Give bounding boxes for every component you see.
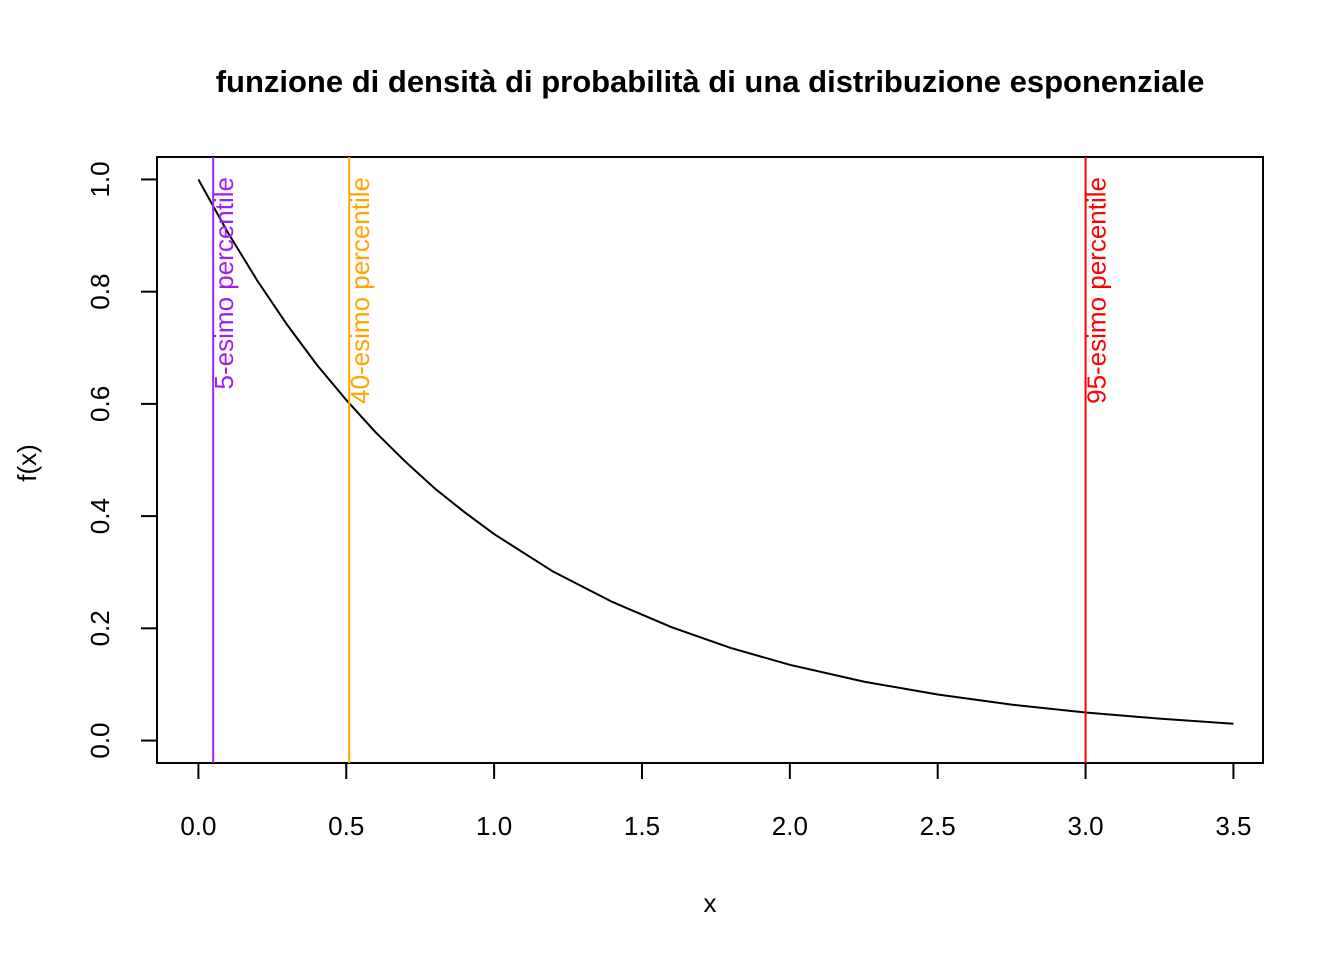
x-axis-label: x xyxy=(704,888,717,918)
x-tick-label: 1.0 xyxy=(476,811,512,841)
x-tick-label: 0.5 xyxy=(328,811,364,841)
x-tick-label: 3.5 xyxy=(1215,811,1251,841)
y-tick-label: 0.8 xyxy=(85,274,115,310)
plot-layer: 0.0 0.5 1.0 1.5 2.0 2.5 3.0 3.5 0.0 0.2 0.4 0.6 0.8 1… xyxy=(85,157,1252,841)
percentile-label: 5-esimo percentile xyxy=(209,177,239,389)
y-tick-label: 0.4 xyxy=(85,498,115,534)
x-tick-label: 1.5 xyxy=(624,811,660,841)
x-tick-label: 2.0 xyxy=(772,811,808,841)
x-tick-label: 0.0 xyxy=(180,811,216,841)
y-tick-label: 0.0 xyxy=(85,722,115,758)
percentile-label: 40-esimo percentile xyxy=(345,177,375,404)
y-tick-label: 0.2 xyxy=(85,610,115,646)
density-curve-line xyxy=(197,178,1234,725)
y-axis-label: f(x) xyxy=(12,444,42,482)
y-tick-label: 1.0 xyxy=(85,161,115,197)
y-tick-label: 0.6 xyxy=(85,386,115,422)
percentile-label: 95-esimo percentile xyxy=(1082,177,1112,404)
x-tick-label: 2.5 xyxy=(920,811,956,841)
x-tick-label: 3.0 xyxy=(1067,811,1103,841)
chart-title: funzione di densità di probabilità di un… xyxy=(216,64,1205,99)
